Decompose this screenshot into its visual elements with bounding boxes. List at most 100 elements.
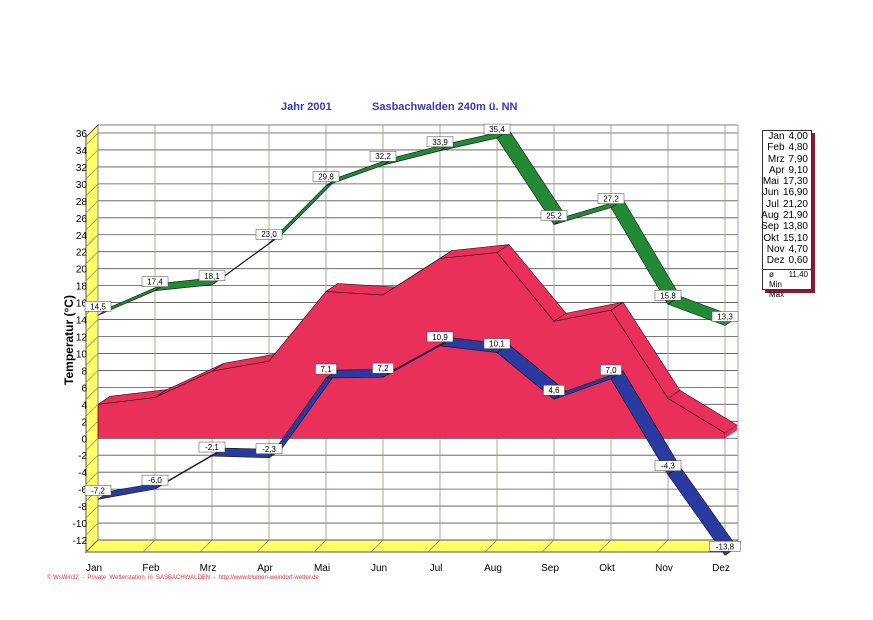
- wall-grid-line: [85, 522, 99, 536]
- legend-row: Apr 9,10: [768, 164, 808, 176]
- x-tick-label: Dez: [712, 563, 730, 574]
- y-tick-label: 28: [76, 197, 88, 208]
- wall-grid-line: [85, 217, 99, 231]
- wall-grid-line: [85, 183, 99, 197]
- legend-row: Aug 21,90: [761, 210, 808, 222]
- y-tick-label: 34: [76, 146, 88, 157]
- data-label: 7,0: [605, 366, 617, 375]
- y-tick-label: 18: [76, 282, 88, 293]
- data-label-box: [711, 311, 739, 322]
- legend-row: Feb 4,80: [767, 142, 808, 154]
- min-series: -7,2 -6,0 -2,1 -2,3 7,1 7,2 10,9 10,1 4,6 7,0 -4,3…: [84, 331, 741, 556]
- floor-grid-line: [655, 539, 669, 553]
- wall-grid-line: [85, 166, 99, 180]
- data-label-box: [369, 150, 397, 162]
- x-tick-label: Jun: [371, 563, 387, 574]
- floor-grid-line: [313, 539, 327, 553]
- x-tick-label: Apr: [257, 563, 273, 574]
- data-label-box: [141, 276, 169, 287]
- mean-area-side: [725, 425, 737, 439]
- wall-grid-line: [85, 285, 99, 298]
- x-tick-label: Aug: [484, 563, 502, 574]
- data-label: -6,0: [148, 476, 162, 485]
- data-label-box: [483, 123, 511, 135]
- data-label: 4,6: [548, 386, 560, 395]
- data-label: 7,1: [320, 365, 332, 374]
- wall-grid-line: [85, 471, 99, 485]
- x-tick-label: Jul: [430, 563, 443, 574]
- x-tick-label: Okt: [599, 563, 615, 574]
- y-tick-label: -2: [78, 451, 87, 462]
- x-tick-label: Nov: [655, 563, 673, 574]
- data-label-box: [426, 136, 454, 148]
- y-tick-label: 4: [81, 400, 87, 411]
- floor-grid-line: [199, 539, 213, 553]
- y-tick-label: -10: [73, 519, 88, 530]
- chart-title-year: Jahr 2001: [281, 101, 332, 113]
- legend-row: Nov 4,70: [766, 243, 808, 255]
- legend-max: Max: [769, 289, 785, 299]
- floor: [84, 539, 740, 553]
- x-tick-label: Feb: [142, 563, 160, 574]
- wall-grid-line: [85, 454, 99, 468]
- y-tick-label: -8: [78, 502, 87, 513]
- data-label: 13,3: [717, 312, 733, 321]
- data-label: -13,8: [716, 542, 735, 551]
- data-label-box: [198, 270, 226, 282]
- legend-min: Min: [769, 279, 782, 289]
- data-label-box: [312, 171, 340, 182]
- legend-row: Mrz 7,90: [767, 153, 808, 165]
- x-tick-label: Mrz: [200, 563, 217, 574]
- wall-grid-line: [85, 387, 99, 400]
- data-label-box: [600, 364, 622, 376]
- data-label: 15,8: [660, 291, 676, 300]
- y-axis-label: Temperatur (°C): [62, 295, 76, 385]
- data-label-box: [540, 210, 568, 221]
- data-label-box: [654, 460, 682, 471]
- chart-title-station: Sasbachwalden 240m ü. NN: [372, 101, 518, 113]
- data-label: 10,1: [489, 340, 505, 349]
- floor-grid-line: [427, 539, 441, 553]
- data-label-box: [198, 441, 226, 453]
- y-tick-label: 0: [81, 434, 87, 445]
- data-label-box: [255, 443, 283, 455]
- floor-grid-line: [256, 539, 270, 553]
- floor-grid-line: [85, 539, 99, 553]
- wall-grid-line: [85, 353, 99, 366]
- x-tick-label: Sep: [541, 563, 559, 574]
- data-label-box: [372, 362, 394, 374]
- legend-row: Jan 4,00: [768, 131, 808, 142]
- data-label: 25,2: [546, 212, 562, 221]
- wall-grid-line: [85, 251, 99, 264]
- y-tick-label: 6: [81, 383, 87, 394]
- y-tick-label: 32: [76, 163, 88, 174]
- data-label: 18,1: [204, 272, 220, 281]
- data-label: 35,4: [489, 125, 505, 134]
- data-label: 10,9: [432, 333, 448, 342]
- data-label-box: [315, 363, 337, 375]
- wall-grid-line: [85, 438, 99, 451]
- wall-grid-line: [85, 370, 99, 383]
- y-tick-label: -6: [78, 485, 87, 496]
- data-label: 17,4: [147, 278, 163, 287]
- x-tick-label: Mai: [314, 563, 330, 574]
- data-label-box: [597, 193, 625, 204]
- data-label-box: [426, 331, 454, 343]
- wall-grid-line: [85, 336, 99, 349]
- wall-grid-line: [85, 200, 99, 214]
- y-tick-label: 8: [81, 366, 87, 377]
- y-tick-label: 14: [76, 316, 88, 327]
- y-tick-label: 10: [76, 349, 88, 360]
- data-label: 29,8: [318, 173, 334, 182]
- legend-average: ø 11,40: [769, 269, 808, 279]
- data-label: 33,9: [432, 138, 448, 147]
- floor-grid-line: [484, 539, 498, 553]
- data-label: 32,2: [375, 152, 391, 161]
- legend-row: Okt 15,10: [763, 232, 808, 244]
- floor-grid-line: [142, 539, 156, 553]
- data-label: 23,0: [261, 230, 277, 239]
- wall-grid-line: [85, 234, 99, 247]
- wall-grid-line: [85, 505, 99, 519]
- y-tick-label: 36: [76, 129, 88, 140]
